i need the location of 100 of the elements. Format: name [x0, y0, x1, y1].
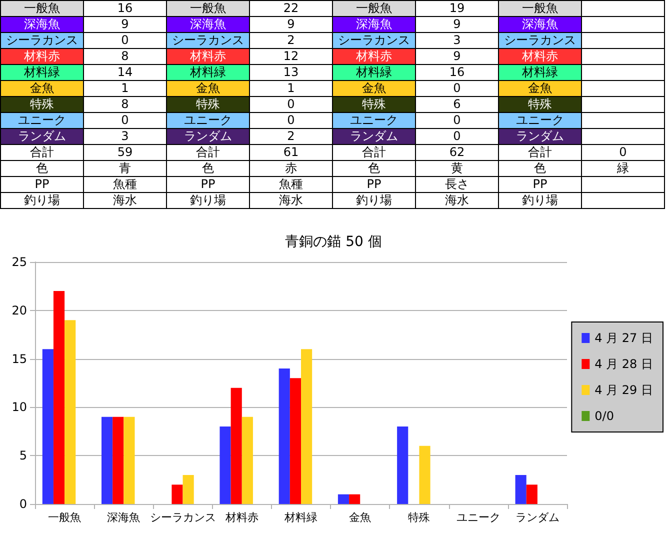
- text: 色: [202, 161, 214, 175]
- legend-label: 4 月 28 日: [594, 357, 654, 371]
- text: 釣り場: [24, 193, 60, 207]
- text: 材料緑: [356, 65, 392, 79]
- text: 13: [283, 65, 299, 79]
- text: シーラカンス: [338, 33, 410, 47]
- x-tick-label: 深海魚: [107, 511, 140, 524]
- text: 魚種: [279, 177, 303, 191]
- text: 1: [287, 81, 295, 95]
- x-tick-label: ランダム: [515, 511, 560, 524]
- text: 16: [449, 65, 465, 79]
- text: 0: [453, 129, 461, 143]
- text: PP: [532, 177, 548, 191]
- text: 深海魚: [522, 17, 558, 31]
- text: 金魚: [30, 81, 54, 95]
- text: PP: [34, 177, 50, 191]
- text: PP: [366, 177, 382, 191]
- text: PP: [200, 177, 216, 191]
- text: 材料赤: [522, 49, 558, 63]
- bar: [278, 368, 290, 504]
- bar: [42, 349, 54, 504]
- text: ランダム: [184, 129, 232, 143]
- text: 0: [619, 145, 627, 159]
- text: 材料緑: [190, 65, 226, 79]
- text: 海水: [445, 193, 469, 207]
- text: 深海魚: [356, 17, 392, 31]
- bar: [230, 388, 242, 504]
- text: 特殊: [196, 97, 220, 111]
- text: 一般魚: [24, 1, 60, 15]
- y-tick-label: 15: [12, 352, 27, 366]
- text: 金魚: [528, 81, 552, 95]
- text: 8: [121, 49, 129, 63]
- text: 合計: [196, 145, 220, 159]
- y-tick-label: 10: [12, 400, 27, 414]
- text: 材料赤: [356, 49, 392, 63]
- bar: [419, 446, 430, 504]
- text: 黄: [451, 161, 463, 175]
- text: 金魚: [196, 81, 220, 95]
- text: 12: [283, 49, 299, 63]
- y-tick-label: 5: [19, 448, 27, 463]
- text: 深海魚: [190, 17, 226, 31]
- x-tick-label: 材料赤: [224, 511, 258, 524]
- text: 合計: [362, 145, 386, 159]
- y-tick-label: 25: [12, 255, 27, 269]
- text: 16: [117, 1, 133, 15]
- text: シーラカンス: [172, 33, 244, 47]
- legend-label: 4 月 29 日: [594, 383, 654, 397]
- text: 海水: [279, 193, 303, 207]
- bar: [102, 416, 113, 504]
- text: 合計: [30, 145, 54, 159]
- text: シーラカンス: [6, 33, 78, 47]
- legend-label: 0/0: [594, 409, 614, 423]
- text: ユニーク: [350, 113, 398, 127]
- text: 61: [283, 145, 299, 159]
- text: 色: [534, 161, 546, 175]
- text: 2: [287, 33, 295, 47]
- text: 62: [449, 145, 465, 159]
- bar: [338, 494, 350, 504]
- text: 8: [121, 97, 129, 111]
- text: ランダム: [18, 129, 66, 143]
- y-tick-label: 0: [19, 497, 27, 511]
- text: ユニーク: [184, 113, 232, 127]
- text: 金魚: [362, 81, 386, 95]
- text: 6: [453, 97, 461, 111]
- x-tick-label: 特殊: [408, 511, 430, 524]
- x-tick-label: シーラカンス: [150, 511, 216, 524]
- text: 14: [117, 65, 133, 79]
- text: 9: [121, 17, 129, 31]
- text: 材料赤: [190, 49, 226, 63]
- bar: [220, 426, 231, 504]
- text: 19: [449, 1, 465, 15]
- x-tick-label: 金魚: [349, 511, 372, 524]
- text: ランダム: [516, 129, 564, 143]
- text: 色: [36, 161, 48, 175]
- text: 色: [368, 161, 380, 175]
- text: 緑: [617, 161, 629, 175]
- bar: [301, 349, 312, 504]
- bar: [64, 320, 76, 504]
- text: 一般魚: [522, 1, 558, 15]
- text: 2: [287, 129, 295, 143]
- text: 魚種: [113, 177, 137, 191]
- text: 海水: [113, 193, 137, 207]
- text: 青: [119, 161, 131, 175]
- text: 特殊: [30, 97, 54, 111]
- x-tick-label: 一般魚: [48, 511, 82, 524]
- text: 0: [453, 113, 461, 127]
- chart-title: 青銅の錨 50 個: [285, 234, 382, 250]
- text: 59: [117, 145, 133, 159]
- text: 9: [287, 17, 295, 31]
- text: 3: [453, 33, 461, 47]
- bar: [349, 494, 360, 504]
- text: 材料緑: [24, 65, 60, 79]
- text: 釣り場: [190, 193, 226, 207]
- text: シーラカンス: [504, 33, 576, 47]
- text: 釣り場: [522, 193, 558, 207]
- bar: [242, 416, 253, 504]
- text: 材料緑: [522, 65, 558, 79]
- text: 一般魚: [356, 1, 392, 15]
- legend-label: 4 月 27 日: [594, 331, 654, 345]
- x-tick-label: 材料緑: [284, 511, 318, 524]
